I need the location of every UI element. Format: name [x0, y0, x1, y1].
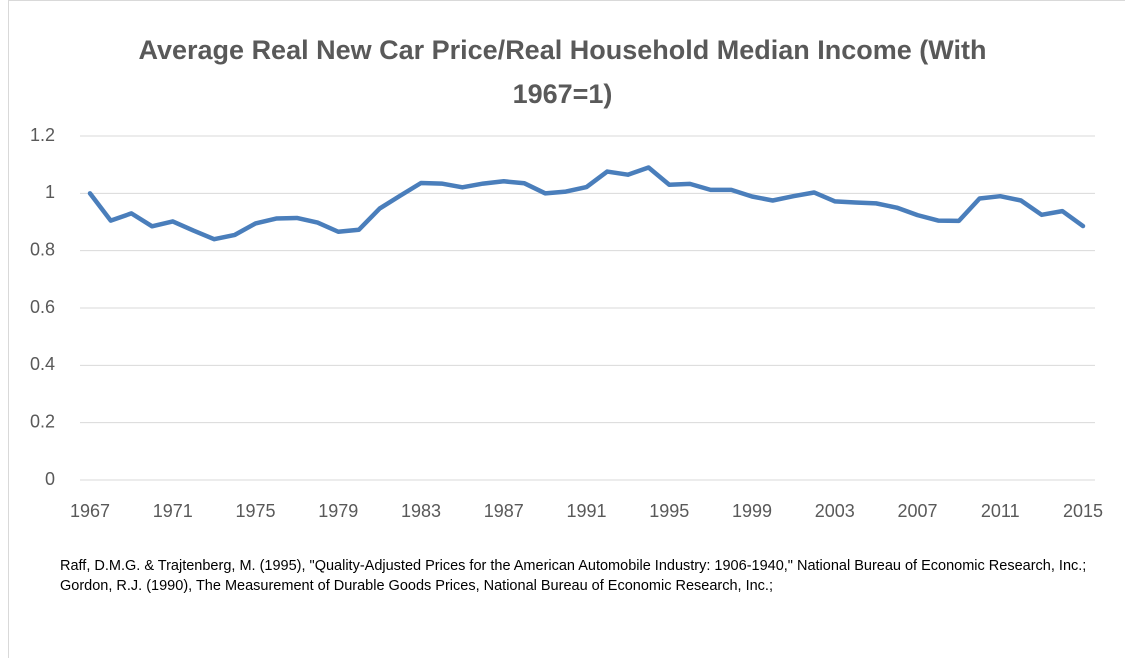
x-tick-label: 1987: [484, 501, 524, 521]
x-tick-label: 1975: [235, 501, 275, 521]
chart-title: Average Real New Car Price/Real Househol…: [138, 35, 987, 109]
source-note: Raff, D.M.G. & Trajtenberg, M. (1995), "…: [60, 558, 1087, 594]
data-line: [87, 165, 1086, 242]
x-tick-label: 1995: [649, 501, 689, 521]
y-tick-label: 1: [45, 182, 55, 202]
y-tick-label: 0: [45, 469, 55, 489]
y-tick-label: 1.2: [30, 125, 55, 145]
x-tick-label: 1999: [732, 501, 772, 521]
y-tick-label: 0.2: [30, 411, 55, 431]
x-tick-label: 1971: [153, 501, 193, 521]
x-tick-label: 2011: [981, 501, 1020, 521]
chart-border: [8, 0, 1125, 658]
y-tick-label: 0.4: [30, 354, 55, 374]
y-tick-label: 0.6: [30, 297, 55, 317]
x-tick-label: 1967: [70, 501, 110, 521]
x-tick-label: 2007: [897, 501, 937, 521]
x-tick-label: 2015: [1063, 501, 1103, 521]
x-tick-label: 1991: [566, 501, 606, 521]
x-tick-label: 1979: [318, 501, 358, 521]
x-tick-label: 2003: [815, 501, 855, 521]
y-tick-label: 0.8: [30, 239, 55, 259]
x-tick-label: 1983: [401, 501, 441, 521]
